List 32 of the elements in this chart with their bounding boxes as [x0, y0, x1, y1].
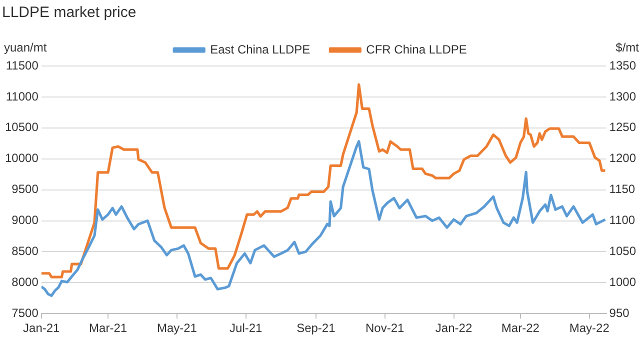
legend-label: CFR China LLDPE: [366, 42, 467, 56]
y-tick-label: 11500: [6, 58, 39, 72]
x-tick-label: Jul-21: [230, 321, 263, 336]
legend-label: East China LLDPE: [210, 42, 310, 56]
y2-tick-label: 1150: [609, 182, 636, 196]
y2-tick-label: 1000: [609, 274, 636, 289]
y2-tick-label: 1200: [609, 151, 636, 166]
x-tick-label: Jan-21: [23, 321, 60, 336]
y-tick-label: 9000: [12, 213, 39, 228]
x-tick-label: Jan-22: [435, 321, 472, 336]
y-tick-label: 10000: [4, 151, 39, 166]
y-tick-label: 10500: [4, 120, 39, 134]
y-tick-label: 8500: [12, 244, 39, 258]
y-tick-label: 11000: [6, 89, 39, 104]
y2-tick-label: 1050: [609, 244, 636, 258]
y-tick-label: 9500: [12, 182, 39, 196]
x-tick-label: Mar-21: [89, 321, 128, 336]
y2-tick-label: 1350: [609, 58, 636, 72]
y2-tick-label: 1100: [609, 213, 636, 228]
x-tick-label: May-21: [156, 321, 198, 336]
x-tick-label: Mar-22: [501, 321, 540, 336]
y2-axis-title: $/mt: [616, 40, 640, 54]
y-axis-title: yuan/mt: [4, 40, 48, 54]
y2-tick-label: 950: [609, 306, 630, 320]
y-tick-label: 7500: [12, 306, 39, 320]
x-tick-label: May-22: [569, 321, 610, 336]
chart-title: LLDPE market price: [2, 4, 136, 22]
y-tick-label: 8000: [12, 274, 39, 289]
y2-tick-label: 1300: [609, 89, 636, 104]
y2-tick-label: 1250: [609, 120, 636, 134]
x-tick-label: Nov-21: [366, 321, 405, 336]
x-tick-label: Sep-21: [296, 321, 336, 336]
